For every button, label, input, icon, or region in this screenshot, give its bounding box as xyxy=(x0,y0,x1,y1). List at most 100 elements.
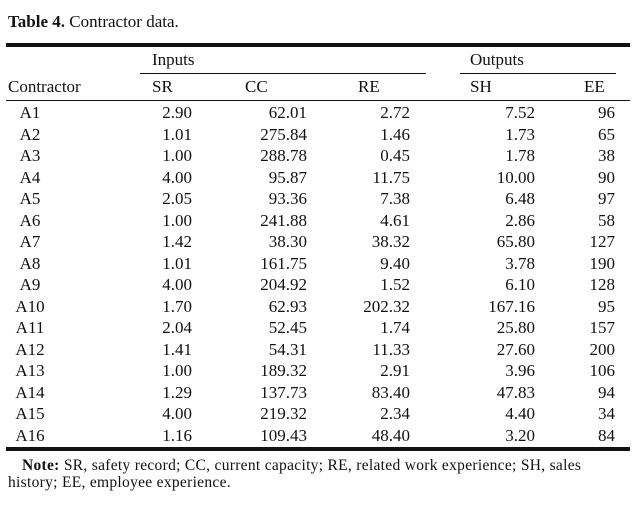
cell-cc: 62.93 xyxy=(268,296,307,316)
outputs-underline xyxy=(460,73,616,74)
cell-cc: 275.84 xyxy=(260,124,307,144)
cell-ee: 58 xyxy=(598,210,615,230)
cell-re: 9.40 xyxy=(380,253,410,273)
cell-ee: 200 xyxy=(589,339,616,359)
cell-re: 2.34 xyxy=(380,404,410,423)
cell-ee: 84 xyxy=(598,425,615,445)
note-label: Note: xyxy=(22,457,60,474)
cell-cc: 288.78 xyxy=(260,146,307,165)
cell-sh: 167.16 xyxy=(488,296,535,316)
cell-cc: 52.45 xyxy=(268,318,307,337)
cell-sr: 2.04 xyxy=(162,318,192,337)
cell-re: 11.33 xyxy=(372,339,410,359)
top-rule xyxy=(6,43,630,47)
cell-cc: 189.32 xyxy=(260,361,307,380)
cell-cc: 109.43 xyxy=(260,425,307,445)
group-header-outputs: Outputs xyxy=(470,50,524,69)
header-rule xyxy=(6,100,630,101)
cell-contractor: A1 xyxy=(19,103,41,122)
cell-sh: 3.96 xyxy=(505,361,535,380)
cell-re: 2.91 xyxy=(380,361,410,380)
cell-ee: 127 xyxy=(589,232,616,251)
cell-contractor: A5 xyxy=(19,189,41,208)
cell-ee: 95 xyxy=(598,296,615,316)
column-header-sh: SH xyxy=(470,77,492,96)
cell-contractor: A16 xyxy=(15,425,45,445)
cell-sr: 1.70 xyxy=(162,296,192,316)
column-header-contractor: Contractor xyxy=(8,77,81,96)
column-header-re: RE xyxy=(358,77,380,96)
cell-sh: 6.10 xyxy=(505,275,535,294)
cell-sh: 25.80 xyxy=(496,318,535,337)
cell-ee: 190 xyxy=(589,253,616,273)
cell-sr: 1.42 xyxy=(162,232,192,251)
cell-sr: 4.00 xyxy=(162,404,192,423)
cell-sh: 6.48 xyxy=(505,189,535,208)
cell-ee: 38 xyxy=(598,146,615,165)
cell-sr: 1.16 xyxy=(162,425,192,445)
cell-re: 48.40 xyxy=(371,425,410,445)
cell-sh: 3.78 xyxy=(505,253,535,273)
cell-re: 4.61 xyxy=(380,210,410,230)
cell-cc: 62.01 xyxy=(268,103,307,122)
column-header-cc: CC xyxy=(245,77,268,96)
cell-sh: 1.78 xyxy=(505,146,535,165)
cell-contractor: A11 xyxy=(15,318,45,337)
cell-sr: 1.41 xyxy=(162,339,192,359)
cell-ee: 106 xyxy=(589,361,616,380)
cell-contractor: A10 xyxy=(15,296,45,316)
cell-ee: 128 xyxy=(589,275,616,294)
cell-sh: 3.20 xyxy=(505,425,535,445)
cell-cc: 93.36 xyxy=(268,189,307,208)
cell-sh: 27.60 xyxy=(496,339,535,359)
cell-sh: 10.00 xyxy=(496,167,535,187)
cell-contractor: A4 xyxy=(19,167,41,187)
cell-re: 83.40 xyxy=(371,382,410,402)
cell-contractor: A12 xyxy=(15,339,45,359)
cell-sr: 1.29 xyxy=(162,382,192,402)
cell-ee: 34 xyxy=(598,404,615,423)
column-header-ee: EE xyxy=(584,77,605,96)
cell-cc: 137.73 xyxy=(260,382,307,402)
cell-re: 202.32 xyxy=(363,296,410,316)
cell-ee: 97 xyxy=(598,189,615,208)
cell-re: 11.75 xyxy=(372,167,410,187)
cell-sr: 1.00 xyxy=(162,210,192,230)
cell-contractor: A8 xyxy=(19,253,41,273)
cell-sr: 1.00 xyxy=(162,146,192,165)
cell-re: 2.72 xyxy=(380,103,410,122)
cell-sr: 4.00 xyxy=(162,167,192,187)
table-caption: Table 4. Contractor data. xyxy=(8,12,179,32)
table-caption-text: Contractor data. xyxy=(69,12,179,31)
cell-sh: 4.40 xyxy=(505,404,535,423)
cell-contractor: A15 xyxy=(15,404,45,423)
cell-sh: 1.73 xyxy=(505,124,535,144)
cell-sr: 1.01 xyxy=(162,253,192,273)
cell-contractor: A13 xyxy=(15,361,45,380)
cell-re: 1.52 xyxy=(380,275,410,294)
cell-contractor: A9 xyxy=(19,275,41,294)
bottom-rule xyxy=(6,447,630,451)
cell-ee: 157 xyxy=(589,318,616,337)
cell-cc: 204.92 xyxy=(260,275,307,294)
cell-contractor: A2 xyxy=(19,124,41,144)
cell-re: 0.45 xyxy=(380,146,410,165)
cell-cc: 219.32 xyxy=(260,404,307,423)
cell-contractor: A6 xyxy=(19,210,41,230)
inputs-underline xyxy=(140,73,426,74)
cell-sh: 65.80 xyxy=(496,232,535,251)
cell-re: 1.74 xyxy=(380,318,410,337)
cell-ee: 65 xyxy=(598,124,615,144)
cell-re: 7.38 xyxy=(380,189,410,208)
cell-contractor: A14 xyxy=(15,382,45,402)
cell-ee: 96 xyxy=(598,103,615,122)
note-text: SR, safety record; CC, current capacity;… xyxy=(8,457,582,491)
table-caption-label: Table 4. xyxy=(8,12,66,31)
cell-ee: 94 xyxy=(598,382,615,402)
cell-sr: 2.90 xyxy=(162,103,192,122)
cell-cc: 54.31 xyxy=(268,339,307,359)
cell-ee: 90 xyxy=(598,167,615,187)
cell-contractor: A7 xyxy=(19,232,41,251)
cell-sr: 2.05 xyxy=(162,189,192,208)
